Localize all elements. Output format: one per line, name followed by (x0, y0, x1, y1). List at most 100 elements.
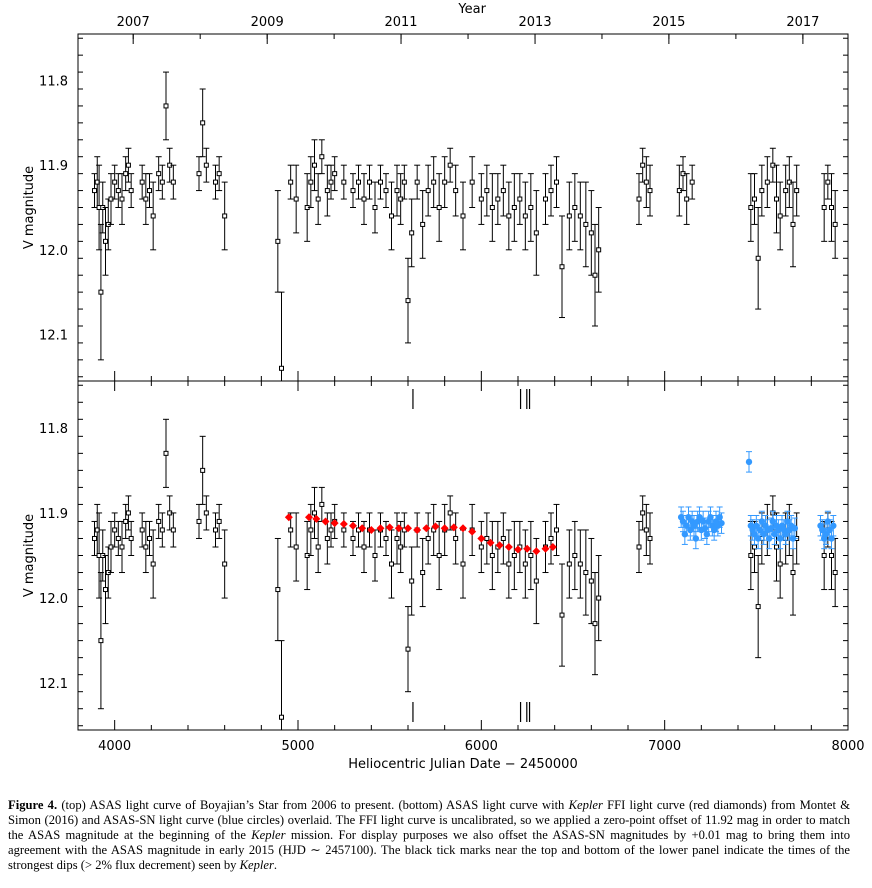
data-point (596, 595, 602, 601)
data-point (383, 188, 389, 194)
data-point (293, 196, 299, 202)
data-point (425, 535, 431, 541)
data-point (790, 570, 796, 576)
data-point (821, 205, 827, 210)
data-point (422, 524, 431, 533)
data-point (389, 561, 394, 567)
y-axis-label: V magnitude (22, 166, 37, 249)
data-point (431, 179, 437, 185)
data-point (213, 179, 218, 185)
data-point (692, 535, 700, 542)
data-point (332, 171, 338, 177)
data-point (319, 154, 325, 160)
data-point (112, 527, 118, 533)
data-point (522, 213, 528, 219)
x-tick-label: 4000 (98, 739, 131, 754)
data-point (548, 535, 554, 541)
year-tick-label: 2017 (786, 15, 819, 30)
data-point (554, 179, 559, 185)
data-point (123, 171, 129, 177)
data-point (484, 188, 490, 194)
x-axis-label: Heliocentric Julian Date − 2450000 (348, 757, 577, 772)
data-point (748, 205, 754, 210)
data-point (517, 196, 523, 202)
data-point (596, 247, 602, 253)
data-point (577, 213, 583, 219)
data-point (690, 522, 698, 529)
data-point (533, 578, 539, 584)
data-point (401, 179, 407, 185)
data-point (312, 510, 317, 516)
data-point (830, 522, 837, 529)
data-point (504, 542, 513, 551)
data-point (636, 196, 642, 202)
bottom-panel: 11.8 11.9 12.0 12.1 V magnitude 4000 5000 6000 7… (22, 380, 865, 772)
data-point (358, 524, 367, 533)
data-point (150, 213, 156, 219)
data-point (548, 188, 554, 194)
data-point (774, 544, 779, 550)
data-point (394, 535, 400, 541)
data-point (696, 513, 703, 521)
data-point (559, 612, 565, 618)
data-point (822, 531, 830, 538)
data-point (703, 531, 711, 538)
data-point (829, 553, 834, 558)
data-point (684, 196, 690, 202)
data-point (361, 544, 367, 550)
data-point (592, 621, 598, 627)
data-point (150, 561, 156, 567)
data-point (685, 513, 692, 521)
data-point (372, 553, 378, 558)
data-point (284, 513, 293, 522)
caption-run: mission. For display purposes we also of… (8, 828, 850, 872)
data-point (125, 162, 131, 168)
data-point (103, 238, 108, 244)
data-point (469, 179, 475, 185)
data-point (500, 535, 506, 541)
year-tick-label: 2009 (251, 15, 284, 30)
data-point (511, 553, 517, 558)
data-point (486, 538, 495, 547)
data-point (522, 561, 528, 567)
data-point (367, 525, 376, 534)
data-point (748, 553, 754, 558)
data-point (163, 450, 169, 456)
data-point (447, 162, 453, 168)
data-point (572, 553, 578, 558)
data-point (361, 196, 367, 202)
light-curve-figure: 11.8 11.9 12.0 12.1 V magnitude 2007 2009 2011 2… (22, 2, 865, 772)
y-tick-label: 12.0 (39, 592, 68, 607)
data-point (453, 188, 459, 194)
series-filled-circle (677, 451, 837, 550)
data-point (506, 213, 512, 219)
data-point (449, 523, 458, 532)
data-point (115, 188, 121, 194)
data-point (328, 179, 334, 185)
data-point (312, 162, 317, 168)
data-point (436, 205, 442, 210)
data-point (829, 205, 834, 210)
caption-italic-word: Kepler (568, 798, 603, 812)
data-point (293, 544, 299, 550)
data-point (460, 561, 466, 567)
data-point (523, 544, 532, 553)
caption-text: (top) ASAS light curve of Boyajian’s Sta… (8, 798, 850, 872)
caption-run: . (273, 858, 278, 872)
data-point (405, 298, 411, 304)
data-point (548, 542, 557, 551)
year-tick-label: 2013 (519, 15, 552, 30)
data-point (156, 518, 162, 524)
data-point (790, 221, 796, 227)
data-point (689, 179, 695, 185)
data-point (324, 535, 330, 541)
data-point (350, 188, 356, 194)
data-point (414, 179, 420, 185)
data-point (821, 553, 827, 558)
caption-run: (top) ASAS light curve of Boyajian’s Sta… (57, 798, 569, 812)
data-point (832, 221, 838, 227)
data-point (305, 513, 313, 522)
data-point (275, 238, 281, 244)
data-point (389, 213, 394, 219)
data-point (447, 510, 453, 516)
